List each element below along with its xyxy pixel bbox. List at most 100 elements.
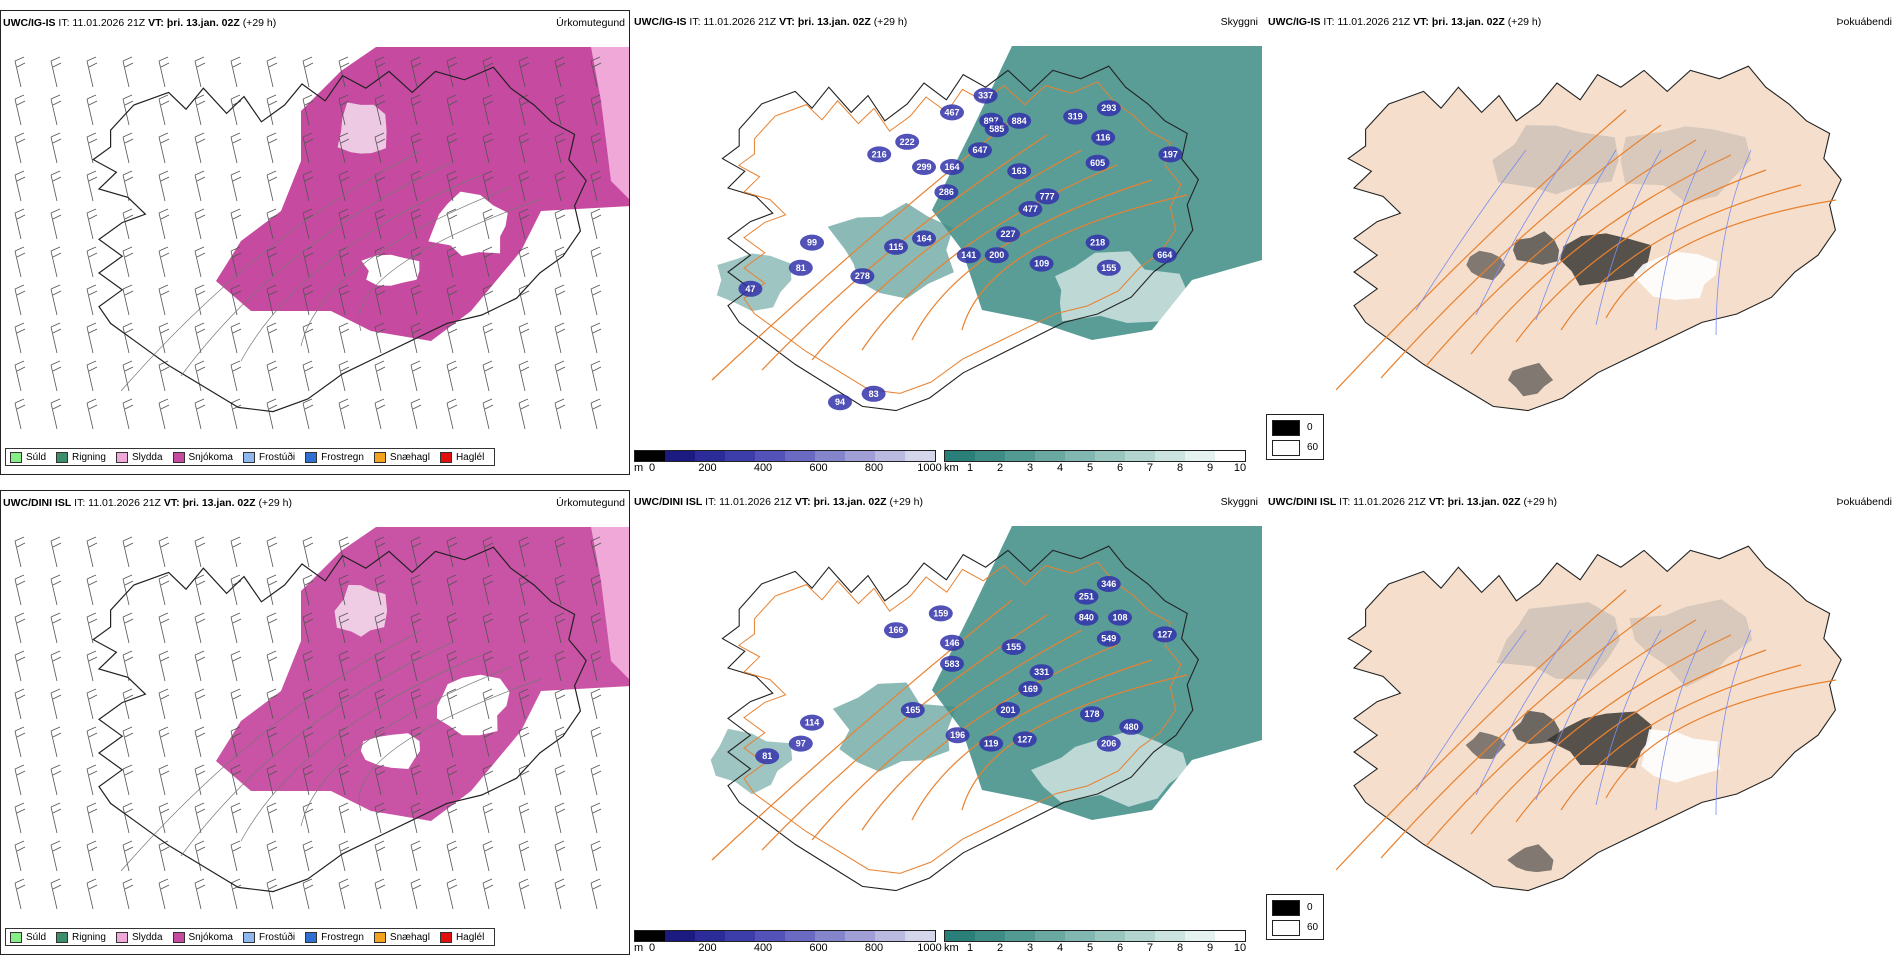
height-label: 197 [1163,149,1178,159]
visibility-tick: 4 [1056,942,1064,954]
valid-time: þri. 13.jan. 02Z [182,497,256,509]
height-label: 477 [1023,204,1038,214]
visibility-tick: 3 [1026,462,1034,474]
height-blob [861,385,886,402]
legend-label: Rigning [72,931,106,943]
height-label: 163 [1012,166,1027,176]
panel-title: Þokuábendi [1836,496,1892,508]
legend-swatch [10,931,22,943]
lead-time: (+29 h) [1523,496,1557,508]
height-blob [1007,112,1032,129]
height-tick: 400 [753,942,773,954]
legend-item: Rigning [54,931,106,943]
height-ticks: 0 200 400 600 800 1000 [634,942,942,955]
height-blob [1029,664,1054,681]
height-blob [934,184,959,201]
height-blob [1152,626,1177,643]
visibility-map-svg: 346 251 840 108 127 549 159 166 146 155 583 331 169 2… [710,526,1262,892]
legend-swatch [242,931,255,943]
height-blob [996,702,1020,718]
height-blob [1085,234,1110,251]
height-blob [884,238,908,255]
height-blob [912,159,936,175]
visibility-colorbar [944,930,1246,942]
height-blob [940,159,964,175]
legend-item: Frostúði [241,931,295,943]
height-blob [1096,100,1121,117]
height-label: 897 [984,116,999,126]
height-ticks: 0 200 400 600 800 1000 [634,462,942,475]
legend-swatch [305,451,318,463]
height-blob [979,735,1004,752]
lead-time: (+29 h) [242,17,277,29]
visibility-tick: 8 [1176,462,1184,474]
legend-label: Frostregn [321,451,364,463]
issue-time: IT: 11.01.2026 21Z [1339,496,1426,508]
height-blob [1029,255,1054,272]
visibility-tick: 6 [1116,462,1124,474]
valid-time: þri. 13.jan. 02Z [813,496,887,508]
fog-map-svg [1335,65,1842,412]
model-name: UWC/IG-IS [634,16,687,28]
visibility-tick: 5 [1086,462,1094,474]
height-blob [788,259,813,276]
height-blob [1096,735,1121,752]
height-blob [1096,259,1121,276]
fog-map-svg [1335,545,1842,892]
panel-header: UWC/IG-IS IT: 11.01.2026 21Z VT: þri. 13… [634,16,1258,28]
legend-label: Frostúði [258,451,296,463]
height-label: 583 [944,659,959,669]
visibility-map: UWC/IG-IS IT: 11.01.2026 21Z VT: þri. 13… [632,10,1262,475]
legend-label: Rigning [72,451,106,463]
height-label: 114 [805,718,820,728]
height-label: 83 [869,389,879,399]
visibility-tick: 3 [1026,942,1034,954]
visibility-tick: 7 [1146,462,1154,474]
panel-title: Þokuábendi [1836,16,1892,28]
valid-time-prefix: VT: [779,16,795,28]
legend-item: Súld [8,931,46,943]
model-name: UWC/IG-IS [1268,16,1321,28]
height-label: 218 [1090,238,1105,248]
legend-label: Súld [26,451,47,463]
fog-swatch [1272,420,1300,436]
height-blob [928,605,953,622]
issue-time: IT: 11.01.2026 21Z [58,17,146,29]
height-blob [984,247,1009,264]
height-blob [1007,163,1032,180]
height-tick: 1000 [917,942,942,954]
height-blob [1018,681,1043,697]
visibility-tick: 9 [1206,942,1214,954]
precip-map-svg [14,527,629,910]
fog-swatch [1272,440,1300,456]
height-label: 201 [1000,705,1015,715]
height-blob [884,622,908,639]
panel-header: UWC/DINI ISL IT: 11.01.2026 21Z VT: þri.… [3,497,625,509]
height-tick: 800 [864,462,884,474]
height-tick: 200 [698,462,717,474]
visibility-tick: 1 [966,462,974,474]
height-label: 99 [807,238,817,248]
visibility-ticks: 1 2 3 4 5 6 7 8 9 10 [944,942,1246,955]
height-label: 278 [855,271,870,281]
legend-swatch [439,931,452,943]
legend-swatch [439,451,452,463]
visibility-tick: 4 [1056,462,1064,474]
legend-swatch [56,931,69,943]
legend-swatch [305,931,318,943]
height-label: 251 [1079,592,1094,602]
height-label: 664 [1157,250,1172,260]
height-label: 467 [944,107,959,117]
model-name: UWC/DINI ISL [3,497,72,509]
model-name: UWC/IG-IS [3,17,56,29]
valid-time: þri. 13.jan. 02Z [1431,16,1505,28]
height-tick: 0 [648,462,656,474]
legend-swatch [242,451,255,463]
fog-value: 60 [1307,922,1319,933]
height-blob [1074,588,1099,605]
height-blob [850,268,875,285]
height-label: 81 [762,751,772,761]
legend-label: Frostregn [321,931,364,943]
issue-time: IT: 11.01.2026 21Z [705,496,792,508]
height-blob [973,87,998,104]
